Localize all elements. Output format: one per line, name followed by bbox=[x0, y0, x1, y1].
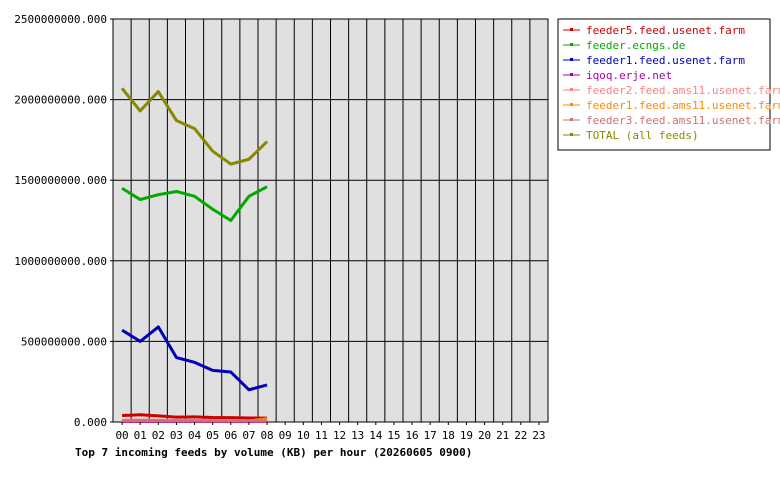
legend-swatch-marker bbox=[570, 103, 573, 106]
x-tick-label: 06 bbox=[224, 429, 237, 442]
legend-swatch-marker bbox=[570, 133, 573, 136]
x-tick-label: 19 bbox=[460, 429, 473, 442]
y-tick-label: 500000000.000 bbox=[21, 335, 107, 348]
x-tick-label: 04 bbox=[188, 429, 202, 442]
x-tick-label: 13 bbox=[351, 429, 364, 442]
x-tick-label: 21 bbox=[496, 429, 509, 442]
y-tick-label: 2500000000.000 bbox=[14, 13, 107, 26]
legend-label: feeder1.feed.ams11.usenet.farm bbox=[586, 99, 780, 112]
x-tick-label: 10 bbox=[297, 429, 310, 442]
x-tick-label: 07 bbox=[242, 429, 255, 442]
x-tick-label: 12 bbox=[333, 429, 346, 442]
x-tick-label: 01 bbox=[134, 429, 147, 442]
legend-swatch-marker bbox=[570, 28, 573, 31]
y-axis-ticks: 0.000 500000000.000 1000000000.000 15000000… bbox=[14, 13, 113, 429]
x-tick-label: 23 bbox=[532, 429, 545, 442]
x-tick-label: 09 bbox=[279, 429, 292, 442]
x-tick-label: 02 bbox=[152, 429, 165, 442]
x-tick-label: 20 bbox=[478, 429, 491, 442]
legend-swatch-marker bbox=[570, 58, 573, 61]
legend-label: feeder2.feed.ams11.usenet.farm bbox=[586, 84, 780, 97]
legend-label: TOTAL (all feeds) bbox=[586, 129, 699, 142]
x-tick-label: 15 bbox=[387, 429, 400, 442]
legend-swatch-marker bbox=[570, 73, 573, 76]
x-tick-label: 05 bbox=[206, 429, 219, 442]
x-axis-ticks: 00 01 02 03 04 05 06 07 08 09 10 11 12 13 14 15 16 17 18 19… bbox=[115, 422, 545, 442]
x-tick-label: 17 bbox=[424, 429, 437, 442]
x-tick-label: 00 bbox=[115, 429, 128, 442]
x-tick-label: 22 bbox=[514, 429, 527, 442]
y-tick-label: 1500000000.000 bbox=[14, 174, 107, 187]
legend-label: feeder3.feed.ams11.usenet.farm bbox=[586, 114, 780, 127]
x-tick-label: 18 bbox=[442, 429, 455, 442]
legend-label: feeder.ecngs.de bbox=[586, 39, 685, 52]
y-tick-label: 0.000 bbox=[74, 416, 107, 429]
legend: feeder5.feed.usenet.farm feeder.ecngs.de f… bbox=[558, 19, 780, 150]
legend-label: feeder1.feed.usenet.farm bbox=[586, 54, 745, 67]
y-tick-label: 1000000000.000 bbox=[14, 255, 107, 268]
legend-swatch-marker bbox=[570, 88, 573, 91]
x-tick-label: 08 bbox=[260, 429, 273, 442]
y-tick-label: 2000000000.000 bbox=[14, 94, 107, 107]
legend-swatch-marker bbox=[570, 118, 573, 121]
chart-title: Top 7 incoming feeds by volume (KB) per … bbox=[75, 446, 472, 459]
x-tick-label: 16 bbox=[405, 429, 418, 442]
x-tick-label: 14 bbox=[369, 429, 383, 442]
x-tick-label: 03 bbox=[170, 429, 183, 442]
legend-label: iqoq.erje.net bbox=[586, 69, 672, 82]
legend-label: feeder5.feed.usenet.farm bbox=[586, 24, 745, 37]
legend-swatch-marker bbox=[570, 43, 573, 46]
x-tick-label: 11 bbox=[315, 429, 328, 442]
